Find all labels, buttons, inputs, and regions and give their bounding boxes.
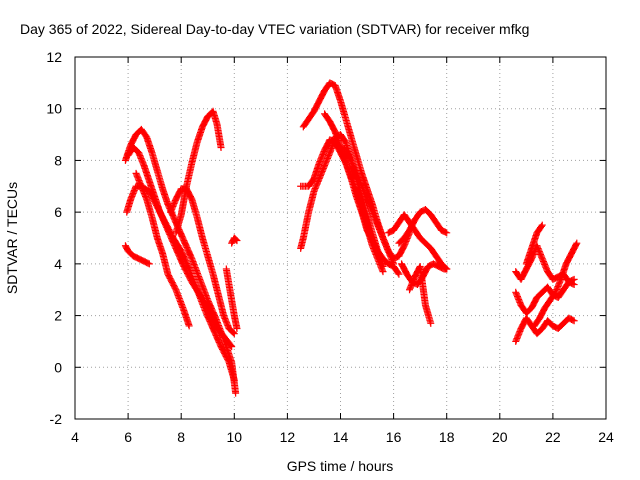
series-track-8 [222, 265, 241, 332]
x-tick-label: 14 [333, 429, 349, 445]
x-tick-label: 16 [386, 429, 402, 445]
series-track-7 [172, 107, 225, 237]
y-tick-label: 12 [46, 49, 62, 65]
x-tick-label: 24 [598, 429, 614, 445]
series-markers [530, 239, 581, 330]
y-axis-label: SDTVAR / TECUs [4, 182, 20, 294]
series-track-4 [124, 144, 236, 351]
x-tick-label: 4 [71, 429, 79, 445]
series-track-21 [512, 314, 578, 345]
series-track-5 [132, 169, 193, 330]
series-markers [124, 144, 236, 351]
series-track-15 [384, 211, 451, 273]
data-layer [121, 79, 581, 397]
series-markers [398, 260, 451, 289]
series-markers [172, 107, 225, 237]
series-track-6 [167, 185, 238, 338]
x-tick-label: 22 [545, 429, 561, 445]
series-track-23 [530, 239, 581, 330]
series-markers [121, 242, 153, 268]
x-tick-label: 8 [177, 429, 185, 445]
chart-title: Day 365 of 2022, Sidereal Day-to-day VTE… [20, 21, 529, 37]
y-tick-label: 4 [54, 256, 62, 272]
x-tick-label: 18 [439, 429, 455, 445]
x-axis-label: GPS time / hours [287, 458, 394, 474]
series-markers [228, 234, 241, 247]
x-tick-label: 6 [124, 429, 132, 445]
y-tick-label: -2 [50, 411, 63, 427]
series-track-14 [337, 144, 414, 263]
x-tick-label: 12 [280, 429, 296, 445]
series-track-22 [522, 221, 546, 268]
y-tick-label: 2 [54, 308, 62, 324]
series-markers [512, 314, 578, 345]
series-markers [384, 211, 451, 273]
y-tick-label: 10 [46, 101, 62, 117]
series-track-9 [228, 234, 241, 247]
series-track-16 [395, 206, 451, 247]
series-markers [132, 169, 193, 330]
series-markers [337, 144, 414, 263]
series-markers [167, 185, 238, 338]
x-tick-label: 20 [492, 429, 508, 445]
y-tick-label: 8 [54, 152, 62, 168]
series-markers [222, 265, 241, 332]
y-tick-label: 6 [54, 204, 62, 220]
series-markers [395, 206, 451, 247]
y-tick-label: 0 [54, 359, 62, 375]
series-markers [522, 221, 546, 268]
series-track-1 [121, 242, 153, 268]
x-tick-label: 10 [227, 429, 243, 445]
series-track-18 [398, 260, 451, 289]
